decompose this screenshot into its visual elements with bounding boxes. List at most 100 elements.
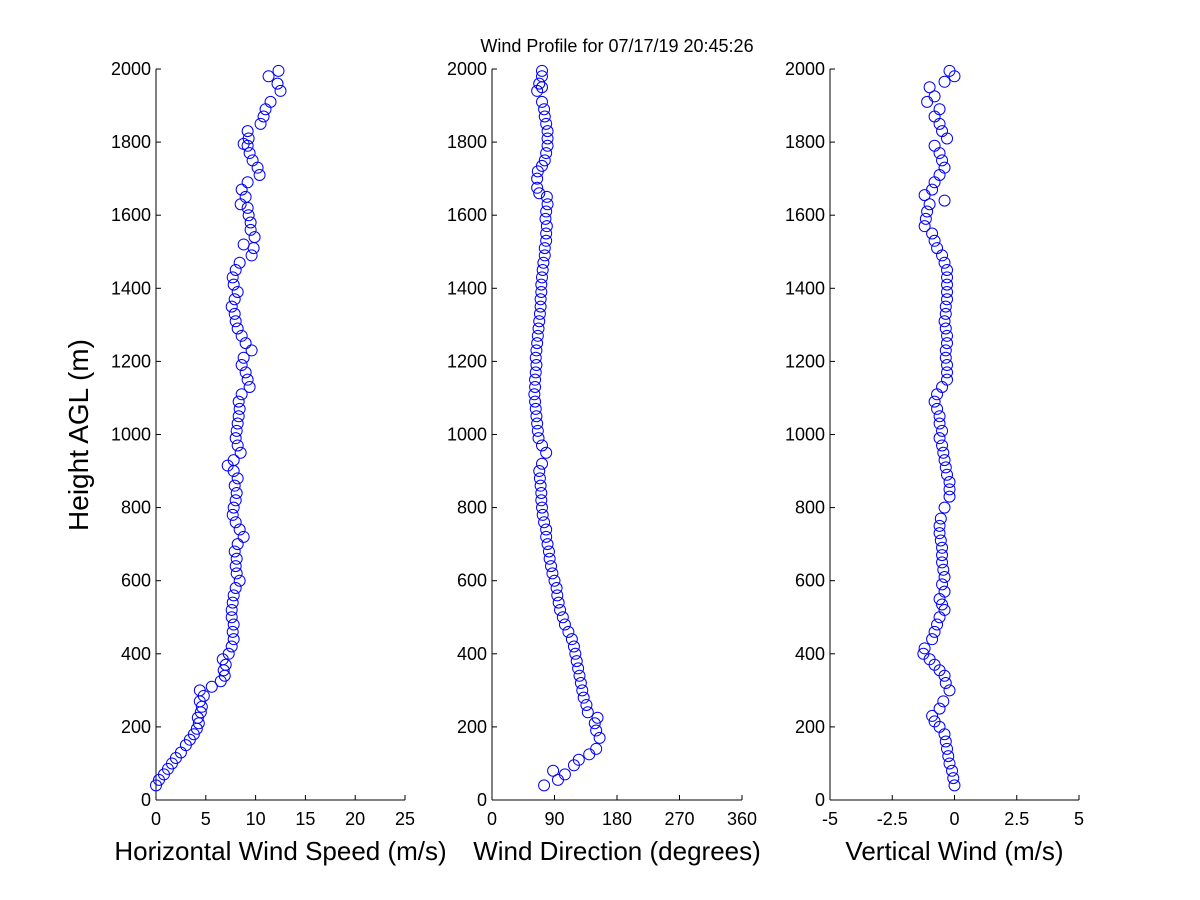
- data-point: [548, 574, 561, 587]
- figure-ylabel: Height AGL (m): [63, 339, 94, 531]
- data-point: [943, 64, 956, 77]
- data-point: [939, 461, 952, 474]
- data-point: [540, 227, 553, 240]
- data-point: [234, 198, 247, 211]
- x-tick-label: -5: [822, 809, 838, 829]
- data-point: [540, 530, 553, 543]
- y-tick-label: 400: [457, 644, 487, 664]
- data-point: [530, 359, 543, 372]
- data-point: [943, 684, 956, 697]
- data-point: [228, 307, 241, 320]
- data-point: [243, 380, 256, 393]
- data-point: [531, 337, 544, 350]
- data-point: [941, 285, 954, 298]
- y-tick-label: 1000: [447, 425, 487, 445]
- data-point: [531, 329, 544, 342]
- y-tick-label: 400: [121, 644, 151, 664]
- data-point: [931, 402, 944, 415]
- data-point: [590, 724, 603, 737]
- data-point: [536, 95, 548, 108]
- data-point: [938, 315, 951, 328]
- data-point: [225, 640, 238, 653]
- data-point: [936, 424, 949, 437]
- data-point: [191, 711, 204, 724]
- data-point: [921, 95, 934, 108]
- data-point: [918, 220, 931, 233]
- data-point: [581, 706, 594, 719]
- x-tick-label: 25: [395, 809, 415, 829]
- data-point: [941, 742, 954, 755]
- data-point: [938, 161, 951, 174]
- data-point: [933, 432, 946, 445]
- y-tick-label: 1200: [785, 351, 825, 371]
- data-point: [936, 154, 949, 167]
- data-point: [936, 556, 949, 569]
- data-point: [543, 552, 556, 565]
- data-point: [242, 132, 255, 145]
- data-point: [542, 545, 555, 558]
- data-point: [934, 534, 947, 547]
- data-point: [241, 201, 254, 214]
- data-point: [939, 307, 952, 320]
- x-axis-label: Horizontal Wind Speed (m/s): [114, 836, 446, 866]
- y-tick-label: 1600: [447, 205, 487, 225]
- data-point: [931, 388, 944, 401]
- panel-vertical-wind: 0 200 400 600 800 1000 1200 1400 1600 1800 2000 -5 -…: [785, 59, 1084, 866]
- data-point: [936, 380, 949, 393]
- data-point: [529, 402, 542, 415]
- data-point: [241, 373, 254, 386]
- data-point: [235, 329, 248, 342]
- data-point: [573, 669, 586, 682]
- data-point: [231, 472, 244, 485]
- data-point: [230, 486, 243, 499]
- data-point: [245, 344, 258, 357]
- data-point: [537, 256, 550, 269]
- data-point: [247, 242, 260, 255]
- data-point: [936, 549, 949, 562]
- data-point: [239, 190, 252, 203]
- data-point: [928, 139, 941, 152]
- y-tick-label: 200: [457, 717, 487, 737]
- y-tick-label: 200: [121, 717, 151, 737]
- data-point: [531, 417, 544, 430]
- data-point: [226, 625, 239, 638]
- data-point: [540, 117, 553, 130]
- data-point: [933, 611, 946, 624]
- data-point: [231, 322, 244, 335]
- data-point: [574, 677, 587, 690]
- data-point: [936, 541, 949, 554]
- data-point: [593, 731, 606, 744]
- data-point: [576, 684, 589, 697]
- data-point: [565, 633, 578, 646]
- data-point: [590, 742, 603, 755]
- data-point: [235, 359, 248, 372]
- data-point: [941, 366, 954, 379]
- x-axis-label: Wind Direction (degrees): [473, 836, 761, 866]
- data-point: [237, 238, 250, 251]
- data-point: [529, 366, 542, 379]
- y-tick-label: 1800: [447, 132, 487, 152]
- data-point: [253, 168, 266, 181]
- data-point: [556, 611, 569, 624]
- data-point: [530, 344, 543, 357]
- data-point: [232, 410, 245, 423]
- data-point: [941, 271, 954, 284]
- y-tick-label: 1800: [785, 132, 825, 152]
- data-point: [567, 640, 580, 653]
- y-tick-label: 400: [795, 644, 825, 664]
- data-point: [232, 395, 245, 408]
- data-point: [926, 709, 939, 722]
- data-point: [938, 501, 951, 514]
- data-point: [262, 70, 275, 83]
- x-tick-label: 180: [602, 809, 632, 829]
- y-tick-label: 1000: [785, 425, 825, 445]
- data-point: [241, 125, 254, 138]
- data-point: [591, 711, 604, 724]
- panel-horizontal-wind-speed: 0 200 400 600 800 1000 1200 1400 1600 1800 2000 0 5 1…: [111, 59, 447, 866]
- y-tick-label: 1200: [111, 351, 151, 371]
- data-point: [229, 432, 242, 445]
- data-point: [918, 642, 931, 655]
- data-point: [233, 256, 246, 269]
- data-point: [941, 132, 954, 145]
- data-point: [536, 439, 548, 452]
